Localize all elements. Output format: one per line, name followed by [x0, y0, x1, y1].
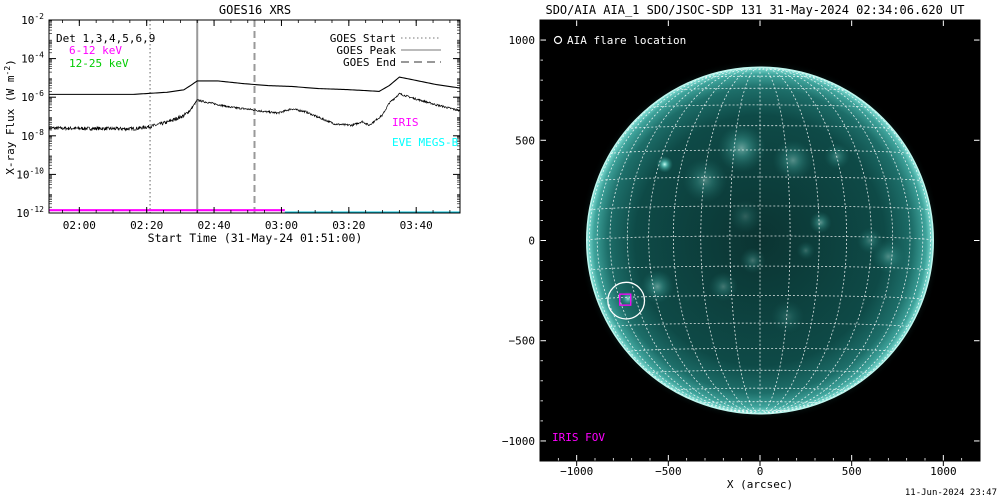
iris-fov-box [619, 293, 632, 306]
goes-x-tick-label: 02:00 [63, 219, 96, 232]
active-region [809, 211, 832, 234]
instrument-overlay-label: IRIS [392, 116, 419, 129]
flare-circle-legend-icon [553, 35, 563, 45]
goes-y-ticks: 10-12 10-10 10-8 10-6 10-4 10-2 [16, 12, 460, 220]
goes-markers [149, 20, 256, 213]
aia-title: SDO/AIA AIA_1 SDO/JSOC-SDP 131 31-May-20… [545, 3, 964, 17]
goes-plot-frame [48, 19, 461, 214]
goes-xrs-panel: GOES16 XRS 02:00 02:20 02:40 03:00 03:20 03:4… [3, 3, 461, 245]
goes-short-series-line [49, 92, 460, 132]
latitude-line [648, 104, 872, 109]
longitude-line [648, 66, 761, 415]
active-region [717, 124, 766, 173]
aia-x-tick-label: 0 [757, 465, 764, 478]
longitude-line [700, 66, 761, 415]
aia-image-panel: SDO/AIA AIA_1 SDO/JSOC-SDP 131 31-May-20… [502, 3, 981, 491]
goes-x-tick-label: 02:20 [130, 219, 163, 232]
active-region [708, 271, 738, 302]
aia-x-ticks: −1000 −500 0 500 1000 [557, 20, 963, 478]
marker-legend-label: GOES End [343, 56, 396, 69]
aia-y-ticks: −1000 −500 0 500 1000 [502, 34, 980, 448]
longitude-line [729, 66, 761, 415]
marker-legend-label: GOES Start [330, 32, 396, 45]
active-region [857, 227, 883, 254]
goes-y-tick-label: 10-12 [16, 205, 44, 220]
goes-y-axis-label: X-ray Flux (W m-2) [3, 59, 17, 175]
longitude-line [759, 66, 872, 415]
goes-title: GOES16 XRS [219, 3, 291, 17]
energy-band-label: 6-12 keV [69, 44, 122, 57]
aia-image [578, 59, 942, 422]
iris-fov-label: IRIS FOV [552, 431, 605, 444]
longitude-line [626, 67, 761, 415]
goes-x-tick-label: 03:00 [265, 219, 298, 232]
longitude-line [759, 66, 791, 415]
aia-y-tick-label: 0 [528, 235, 535, 248]
longitude-line [759, 67, 894, 415]
latitude-line [589, 205, 931, 211]
active-region [620, 291, 636, 306]
aia-x-tick-label: −500 [655, 465, 682, 478]
goes-x-ticks: 02:00 02:20 02:40 03:00 03:20 03:40 [62, 20, 451, 232]
aia-x-tick-label: −1000 [560, 465, 593, 478]
latitude-line [700, 75, 820, 78]
footer-timestamp: 11-Jun-2024 23:47 [905, 488, 997, 498]
goes-x-axis-label: Start Time (31-May-24 01:51:00) [148, 231, 363, 245]
aia-x-tick-label: 1000 [930, 465, 957, 478]
goes-y-tick-label: 10-4 [21, 51, 44, 66]
aia-x-tick-label: 500 [842, 465, 862, 478]
latitude-line [729, 409, 791, 412]
latitude-line [673, 387, 847, 391]
marker-legend-label: GOES Peak [336, 44, 396, 57]
flare-location-circle [607, 281, 646, 320]
longitude-line [759, 66, 820, 415]
longitude-line [609, 67, 761, 415]
latitude-line [673, 87, 847, 91]
goes-y-tick-label: 10-10 [16, 166, 44, 181]
longitude-line [673, 66, 761, 415]
goes-x-tick-label: 03:20 [332, 219, 365, 232]
longitude-line [759, 67, 911, 415]
active-region [656, 156, 673, 173]
active-region [728, 199, 762, 233]
aia-y-tick-label: −1000 [502, 435, 535, 448]
active-region [771, 300, 804, 334]
aia-y-tick-label: 1000 [509, 34, 536, 47]
goes-y-tick-label: 10-6 [21, 89, 44, 104]
goes-x-tick-label: 02:40 [198, 219, 231, 232]
goes-y-tick-label: 10-8 [21, 128, 44, 143]
solar-limb [586, 66, 934, 415]
goes-detector-label: Det 1,3,4,5,6,9 [56, 32, 155, 45]
active-region [683, 158, 727, 203]
active-region [739, 247, 766, 274]
goes-x-tick-label: 03:40 [400, 219, 433, 232]
aia-image-frame [539, 19, 981, 462]
aia-y-tick-label: 500 [515, 134, 535, 147]
aia-flare-legend: AIA flare location [553, 34, 686, 47]
latitude-line [596, 295, 924, 300]
aia-x-axis-label: X (arcsec) [727, 478, 793, 491]
goes-overlay-labels: IRIS EVE MEGS-B [392, 116, 459, 149]
instrument-overlay-label: EVE MEGS-B [392, 136, 459, 149]
aia-y-tick-label: −500 [509, 335, 536, 348]
energy-band-label: 12-25 keV [69, 57, 129, 70]
goes-y-tick-label: 10-2 [21, 12, 44, 27]
goes-long-series-line [49, 76, 460, 95]
latitude-line [609, 149, 911, 155]
latitude-line [597, 176, 923, 182]
aia-flare-legend-label: AIA flare location [567, 34, 686, 47]
longitude-line [759, 66, 847, 415]
active-region [796, 241, 815, 260]
active-region [640, 270, 674, 304]
active-region [772, 140, 814, 181]
